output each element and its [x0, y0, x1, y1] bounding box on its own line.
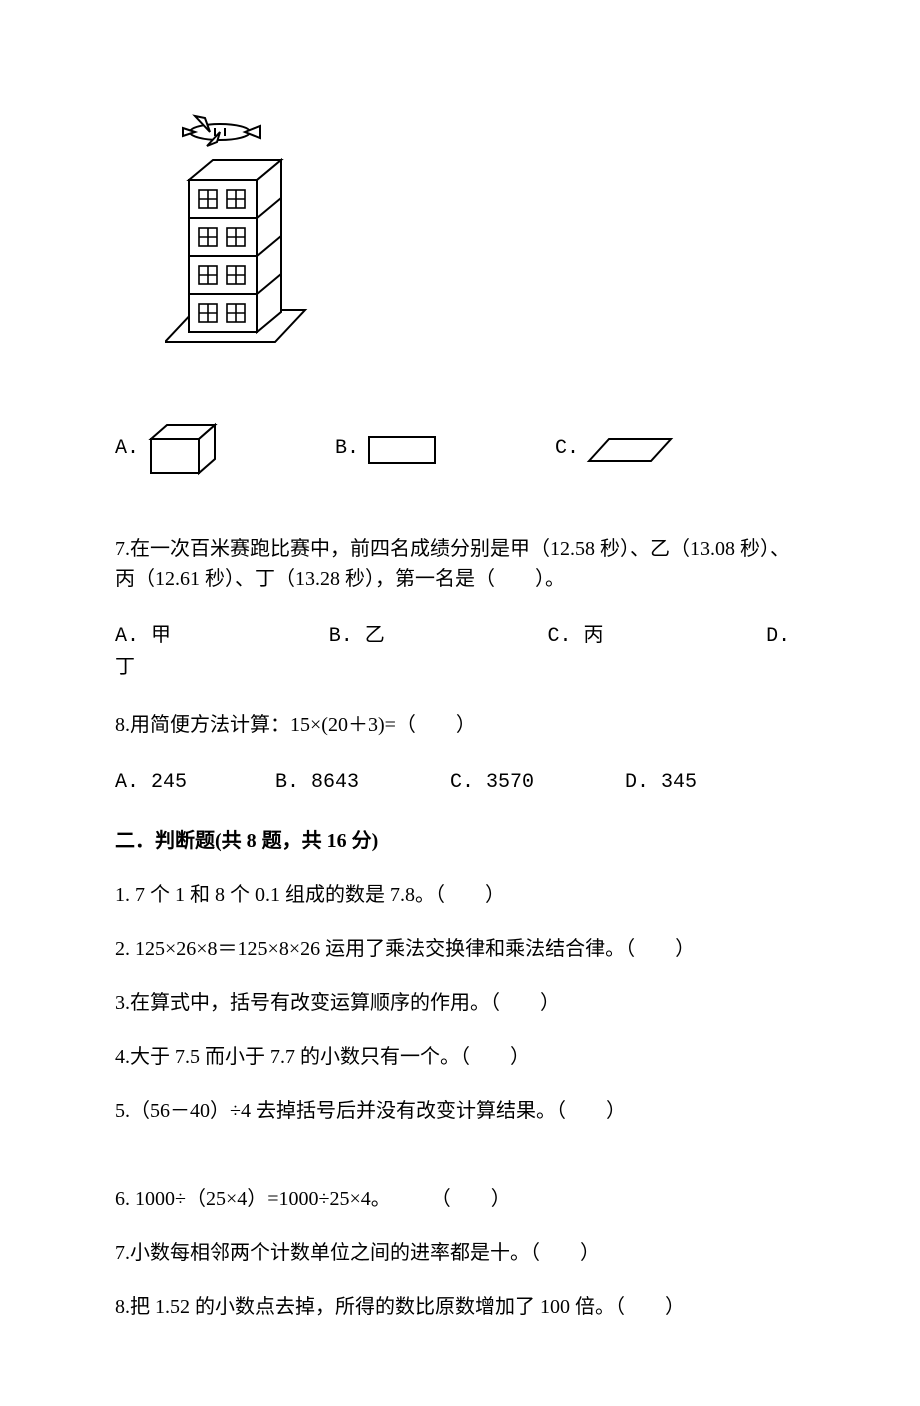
section2-heading: 二．判断题(共 8 题，共 16 分) [115, 826, 805, 856]
tf-item-7: 7.小数每相邻两个计数单位之间的进率都是十。（ ） [115, 1238, 805, 1268]
tf-item-2: 2. 125×26×8＝125×8×26 运用了乘法交换律和乘法结合律。（ ） [115, 934, 805, 964]
q7-options: A. 甲 B. 乙 C. 丙 D. [115, 622, 805, 652]
q6-option-c-label: C. [555, 434, 579, 464]
q7-text: 7.在一次百米赛跑比赛中，前四名成绩分别是甲（12.58 秒）、乙（13.08 … [115, 534, 805, 594]
q8-option-d: D. 345 [625, 768, 745, 798]
q8-option-b: B. 8643 [275, 768, 450, 798]
tf-item-3: 3.在算式中，括号有改变运算顺序的作用。（ ） [115, 988, 805, 1018]
airplane-icon [183, 116, 260, 146]
q8-options: A. 245 B. 8643 C. 3570 D. 345 [115, 768, 805, 798]
tf-item-1: 1. 7 个 1 和 8 个 0.1 组成的数是 7.8。（ ） [115, 880, 805, 910]
rectangle-icon [365, 429, 445, 469]
q6-options: A. B. C. [115, 419, 805, 479]
q8-text: 8.用简便方法计算：15×(20＋3)=（ ） [115, 710, 805, 740]
q6-option-a-label: A. [115, 434, 139, 464]
q6-option-b-label: B. [335, 434, 359, 464]
q6-option-a: A. [115, 421, 335, 477]
q6-option-b: B. [335, 429, 555, 469]
tf-item-6: 6. 1000÷（25×4）=1000÷25×4。 （ ） [115, 1184, 805, 1214]
tf-item-5: 5.（56－40）÷4 去掉括号后并没有改变计算结果。（ ） [115, 1096, 805, 1126]
tf-item-4: 4.大于 7.5 而小于 7.7 的小数只有一个。（ ） [115, 1042, 805, 1072]
q7-option-c: C. 丙 [547, 622, 766, 652]
q8-option-c: C. 3570 [450, 768, 625, 798]
q7-option-d: D. [766, 622, 805, 652]
cuboid-icon [145, 421, 225, 477]
parallelogram-icon [585, 429, 675, 469]
tf-item-8: 8.把 1.52 的小数点去掉，所得的数比原数增加了 100 倍。（ ） [115, 1292, 805, 1322]
q8-option-a: A. 245 [115, 768, 275, 798]
q6-option-c: C. [555, 429, 775, 469]
q7-option-a: A. 甲 [115, 622, 329, 652]
building-plane-figure [165, 110, 805, 369]
q7-option-b: B. 乙 [329, 622, 548, 652]
q7-option-d-tail: 丁 [115, 652, 805, 682]
